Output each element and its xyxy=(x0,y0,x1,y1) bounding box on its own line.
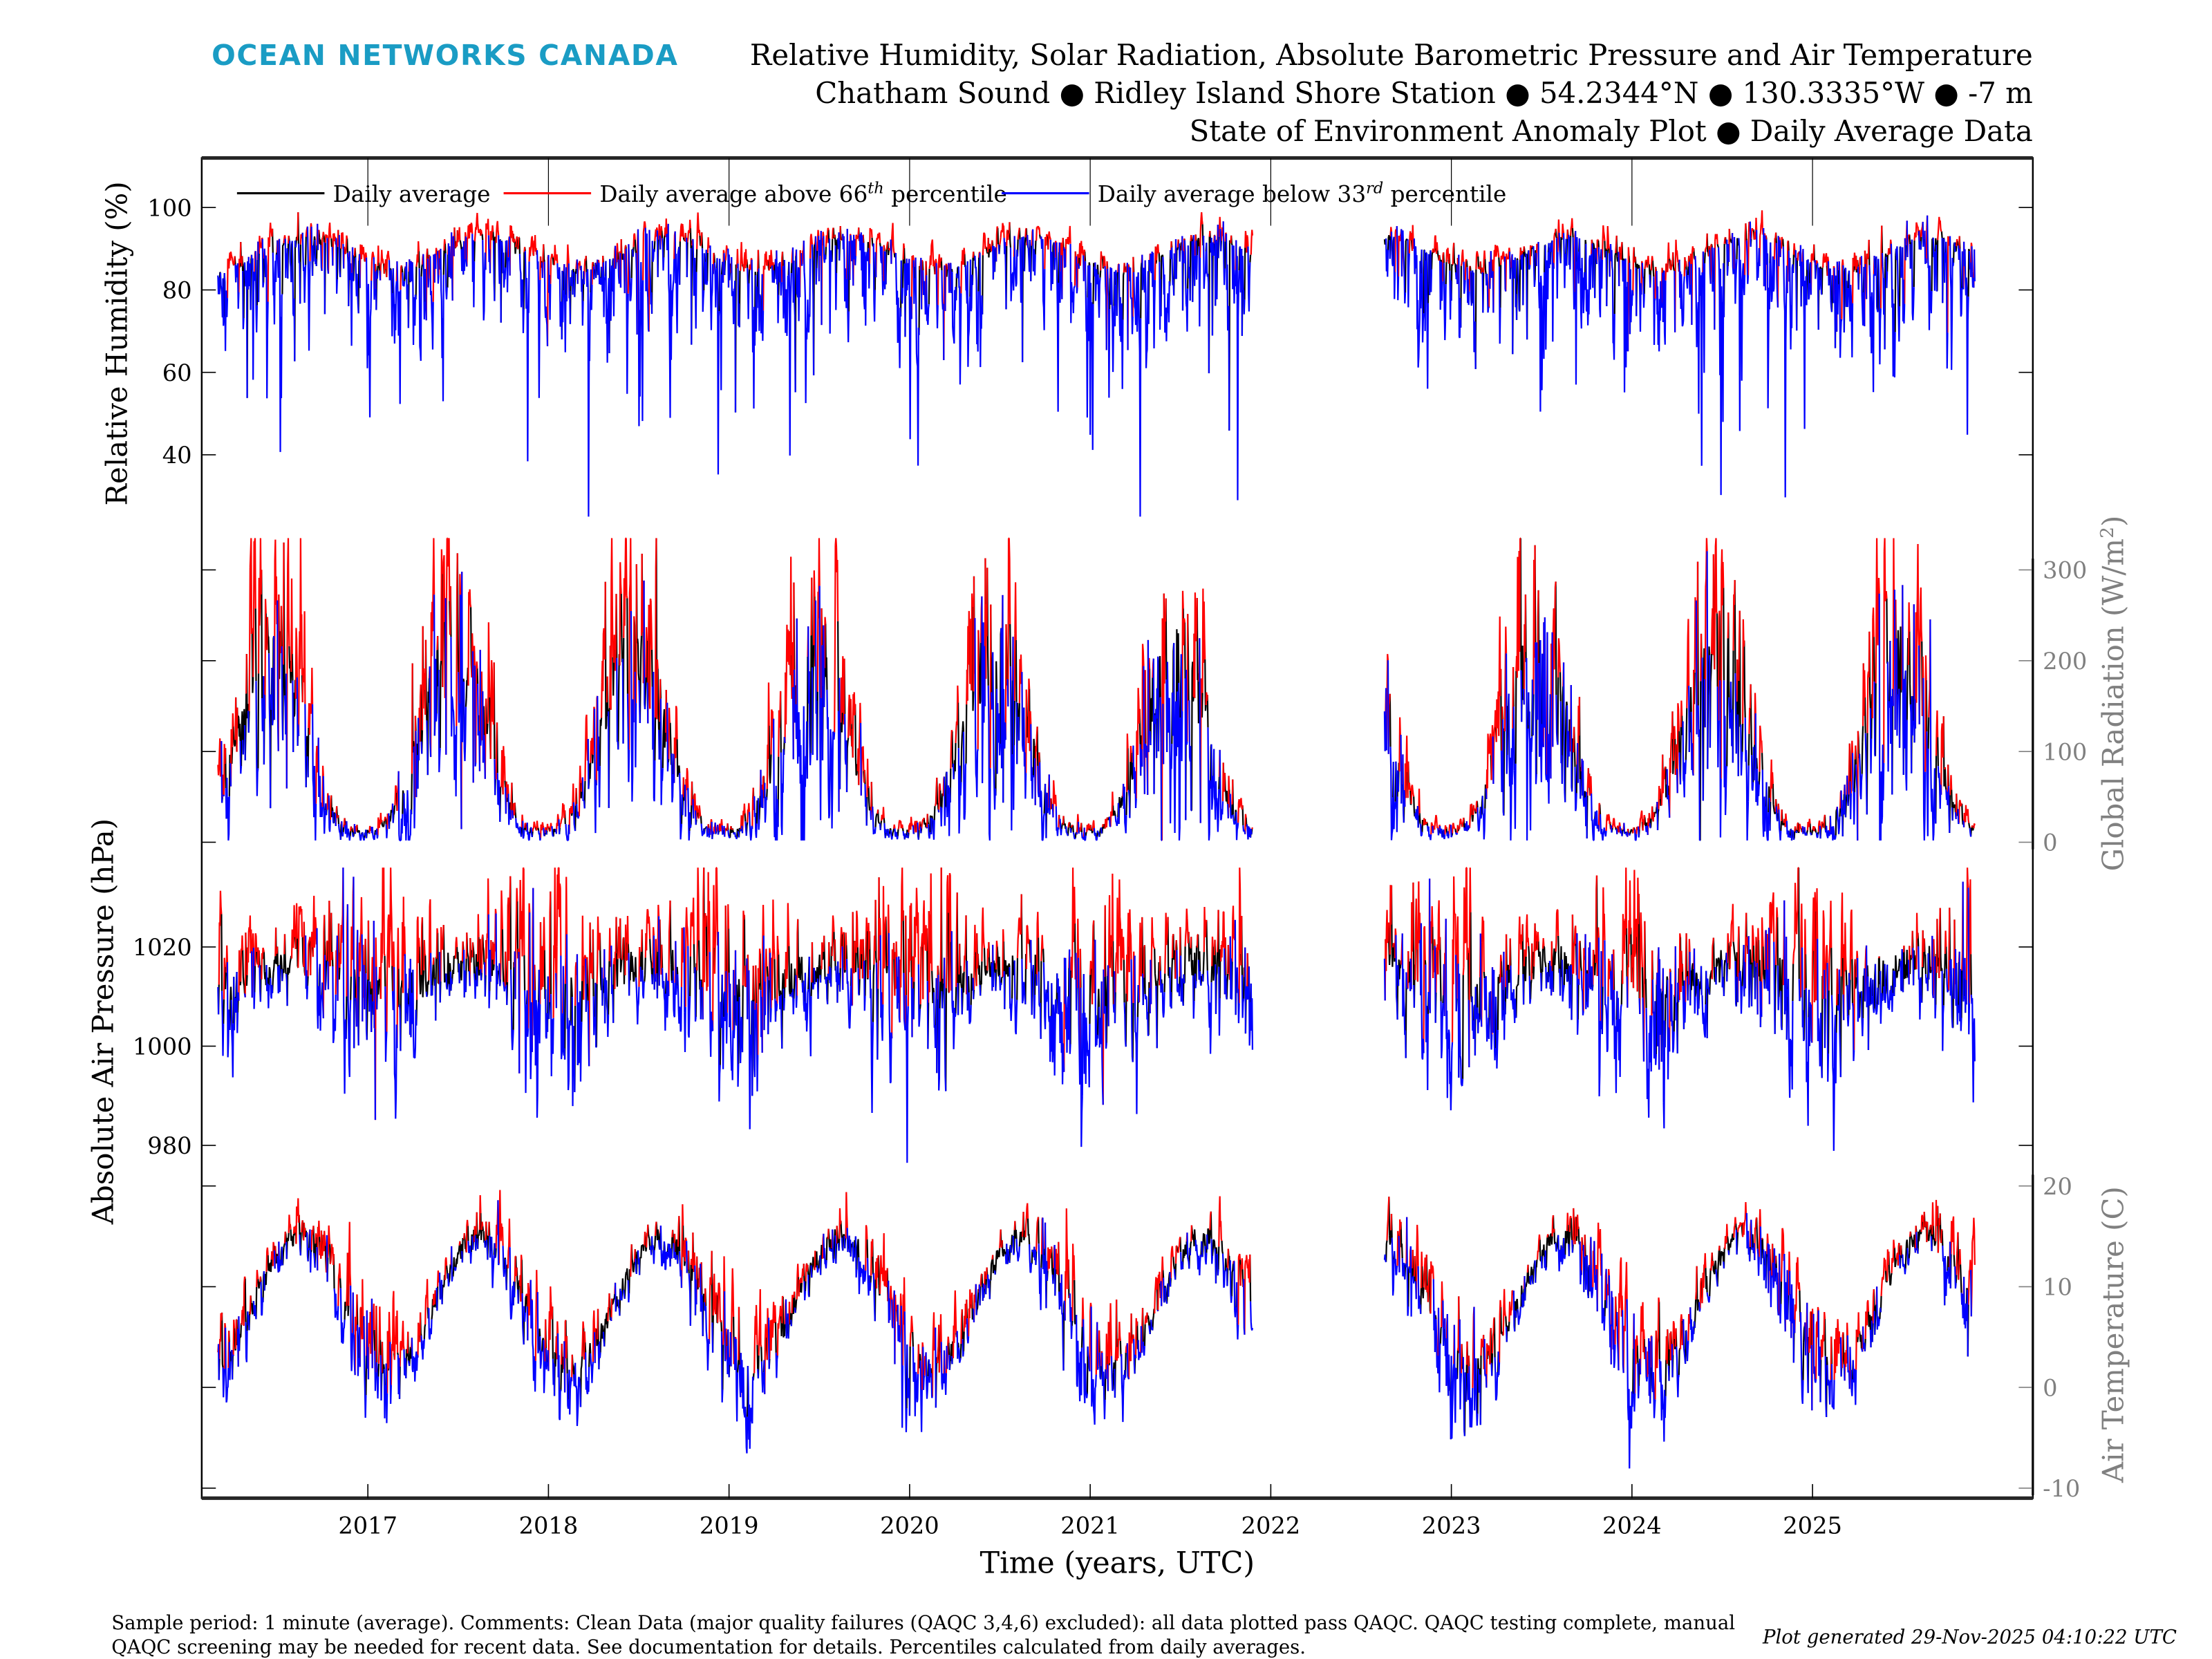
x-axis: 2017 2018 2019 2020 2021 2022 2023 2024 2025 xyxy=(338,158,1842,1539)
title-line-2: Chatham Sound ● Ridley Island Shore Stat… xyxy=(815,76,2033,110)
ocean-networks-canada-logo: OCEAN NETWORKS CANADA xyxy=(212,39,679,72)
x-tick-label: 2021 xyxy=(1060,1512,1120,1539)
series-below-33rd-temp xyxy=(217,1200,1972,1469)
legend-label-sup: th xyxy=(868,180,883,198)
y-tick-label-solar: 0 xyxy=(2043,830,2057,856)
y-tick-label-pressure: 980 xyxy=(147,1132,191,1159)
legend-item: Daily average above 66th percentile xyxy=(503,180,1007,207)
y-axis-label-text: Relative Humidity (%) xyxy=(100,181,134,505)
legend-label-suffix: percentile xyxy=(884,181,1007,207)
y-tick-label-rh: 60 xyxy=(162,359,192,386)
y-tick-label-rh: 40 xyxy=(162,442,192,469)
x-tick-label: 2017 xyxy=(338,1512,397,1539)
legend-label-text: Daily average xyxy=(333,181,491,207)
y-tick-label-temp: 10 xyxy=(2043,1274,2072,1301)
y-tick-label-pressure: 1020 xyxy=(133,934,192,961)
legend-label-text: Daily average below 33 xyxy=(1098,181,1366,207)
x-tick-label: 2023 xyxy=(1422,1512,1481,1539)
y-axis-label-text: Air Temperature (C) xyxy=(2096,1186,2130,1483)
x-tick-label: 2019 xyxy=(700,1512,759,1539)
y-axis-label-temp: Air Temperature (C) xyxy=(2096,1186,2130,1483)
footer-comment-line-1: Sample period: 1 minute (average). Comme… xyxy=(111,1612,1735,1634)
legend-label-suffix: percentile xyxy=(1383,181,1506,207)
plot-frame xyxy=(200,157,2034,1499)
panel-temp: -10 0 10 20 xyxy=(201,1173,2080,1502)
y-tick-label-temp: 20 xyxy=(2043,1173,2072,1200)
legend-item: Daily average xyxy=(236,181,491,207)
series-above-66th-pressure xyxy=(218,867,1972,1121)
plot-generated-timestamp: Plot generated 29-Nov-2025 04:10:22 UTC xyxy=(1762,1627,2177,1649)
y-tick-label-pressure: 1000 xyxy=(133,1033,192,1060)
x-tick-label: 2018 xyxy=(519,1512,579,1539)
legend-label: Daily average xyxy=(333,181,491,207)
y-axis-label-text: Global Radiation (W/m xyxy=(2096,538,2130,872)
footer-comment-line-2: QAQC screening may be needed for recent … xyxy=(111,1636,1306,1658)
series-below-33rd-rh xyxy=(217,215,1976,517)
y-axis-label-end: ) xyxy=(2096,516,2130,527)
y-axis-label-pressure: Absolute Air Pressure (hPa) xyxy=(86,818,120,1225)
x-tick-label: 2020 xyxy=(880,1512,939,1539)
y-axis-label-solar: Global Radiation (W/m2) xyxy=(2096,516,2130,872)
y-tick-label-rh: 100 xyxy=(147,194,191,221)
legend-item: Daily average below 33rd percentile xyxy=(1001,180,1507,207)
series-below-33rd-solar xyxy=(221,551,1972,841)
legend: Daily average Daily average above 66th pe… xyxy=(236,180,1507,207)
y-tick-label-temp: -10 xyxy=(2043,1475,2080,1502)
x-tick-label: 2025 xyxy=(1783,1512,1842,1539)
legend-label: Daily average below 33rd percentile xyxy=(1098,180,1507,207)
panel-rh: 40 60 80 100 xyxy=(147,194,2033,517)
title-line-1: Relative Humidity, Solar Radiation, Abso… xyxy=(750,38,2033,72)
y-tick-label-solar: 100 xyxy=(2043,738,2087,765)
x-axis-label: Time (years, UTC) xyxy=(980,1546,1255,1581)
legend-label-sup: rd xyxy=(1366,180,1383,198)
title-line-3: State of Environment Anomaly Plot ● Dail… xyxy=(1190,114,2033,148)
legend-label: Daily average above 66th percentile xyxy=(599,180,1006,207)
y-tick-label-solar: 200 xyxy=(2043,648,2087,675)
y-tick-label-solar: 300 xyxy=(2043,557,2087,584)
y-axis-label-sup: 2 xyxy=(2097,527,2118,538)
panel-pressure: 980 1000 1020 xyxy=(133,867,2033,1163)
y-axis-label-rh: Relative Humidity (%) xyxy=(100,181,134,505)
legend-label-text: Daily average above 66 xyxy=(599,181,868,207)
y-axis-label-text: Absolute Air Pressure (hPa) xyxy=(86,818,120,1225)
y-tick-label-temp: 0 xyxy=(2043,1374,2057,1401)
panel-solar: 0 100 200 300 xyxy=(201,537,2087,856)
x-tick-label: 2024 xyxy=(1602,1512,1662,1539)
x-tick-label: 2022 xyxy=(1241,1512,1301,1539)
series-daily-average-solar xyxy=(221,538,1975,841)
series-below-33rd-pressure xyxy=(217,868,1976,1163)
y-tick-label-rh: 80 xyxy=(162,277,192,304)
